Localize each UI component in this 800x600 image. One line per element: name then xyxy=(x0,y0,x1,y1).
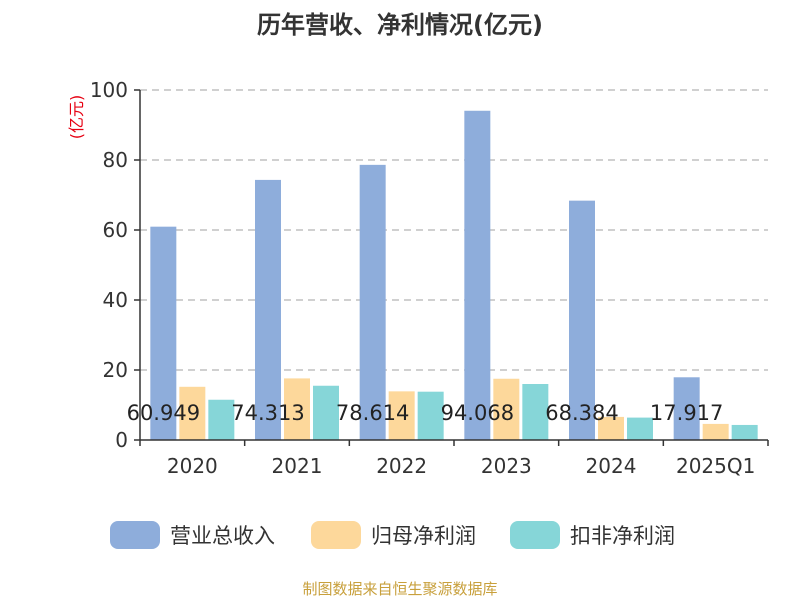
data-label-2020: 60.949 xyxy=(127,401,200,425)
grid-lines xyxy=(140,89,768,371)
legend-swatch xyxy=(510,521,560,549)
bar-series-3-2025Q1 xyxy=(731,424,758,440)
bar-series-2-2022 xyxy=(388,391,415,440)
x-axis: 2020 2021 2022 2023 2024 2025Q1 xyxy=(139,439,769,478)
bar-series-2-2021 xyxy=(284,378,310,440)
source-note: 制图数据来自恒生聚源数据库 xyxy=(302,580,497,598)
legend: 营业总收入 归母净利润 扣非净利润 xyxy=(110,521,675,549)
bar-series-1-2024 xyxy=(569,200,595,440)
data-labels: 60.949 74.313 78.614 94.068 68.384 17.917 xyxy=(127,401,724,425)
x-tick-label: 2024 xyxy=(586,454,637,478)
bar-series-1-2023 xyxy=(464,110,491,441)
chart-title: 历年营收、净利情况(亿元) xyxy=(257,11,543,39)
x-tick-label: 2021 xyxy=(272,454,323,478)
data-label-2025Q1: 17.917 xyxy=(650,401,723,425)
bar-series-1-2020 xyxy=(150,226,177,440)
x-tick-label: 2023 xyxy=(481,454,532,478)
y-tick-label: 20 xyxy=(103,358,128,382)
legend-item-3[interactable]: 扣非净利润 xyxy=(510,521,675,549)
legend-swatch xyxy=(311,521,361,549)
bar-series-2-2024 xyxy=(598,416,624,440)
bar-series-1-2021 xyxy=(255,179,281,441)
y-tick-label: 40 xyxy=(103,288,128,312)
legend-item-2[interactable]: 归母净利润 xyxy=(311,521,476,549)
bars xyxy=(150,110,758,441)
data-label-2022: 78.614 xyxy=(336,401,409,425)
y-axis-unit-label: (亿元) xyxy=(67,95,86,140)
data-label-2024: 68.384 xyxy=(545,401,618,425)
x-tick-label: 2025Q1 xyxy=(676,454,755,478)
bar-series-1-2022 xyxy=(359,164,386,440)
data-label-2021: 74.313 xyxy=(231,401,304,425)
data-label-2023: 94.068 xyxy=(441,401,514,425)
bar-series-3-2022 xyxy=(417,391,444,440)
bar-series-2-2025Q1 xyxy=(702,423,729,440)
legend-label: 归母净利润 xyxy=(371,524,476,548)
legend-swatch xyxy=(110,521,160,549)
y-tick-label: 0 xyxy=(115,428,128,452)
bar-series-3-2021 xyxy=(313,385,339,440)
bar-series-3-2023 xyxy=(522,384,549,440)
bar-series-1-2025Q1 xyxy=(673,377,700,440)
legend-item-1[interactable]: 营业总收入 xyxy=(110,521,275,549)
legend-label: 扣非净利润 xyxy=(570,524,675,548)
bar-series-3-2020 xyxy=(208,399,235,440)
bar-series-2-2023 xyxy=(493,378,520,440)
bar-series-2-2020 xyxy=(179,386,206,440)
bar-series-3-2024 xyxy=(627,417,653,440)
x-tick-label: 2022 xyxy=(376,454,427,478)
legend-label: 营业总收入 xyxy=(170,524,275,548)
y-tick-label: 100 xyxy=(90,78,128,102)
y-axis: 0 20 40 60 80 100 xyxy=(90,78,141,452)
x-tick-label: 2020 xyxy=(167,454,218,478)
y-tick-label: 80 xyxy=(103,148,128,172)
y-tick-label: 60 xyxy=(103,218,128,242)
